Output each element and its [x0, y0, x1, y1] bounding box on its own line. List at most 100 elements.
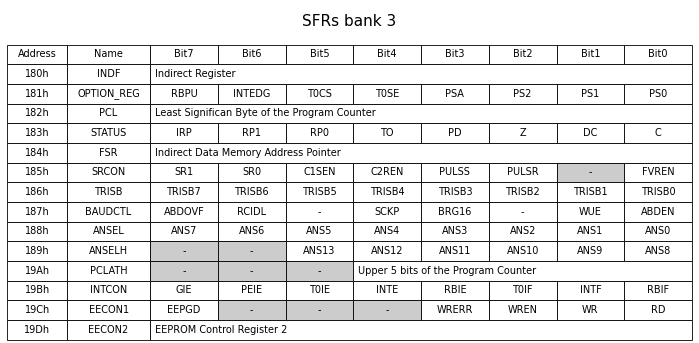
Text: -: - — [250, 305, 254, 315]
Bar — [421, 182, 489, 202]
Text: TRISB6: TRISB6 — [234, 187, 269, 197]
Text: INTE: INTE — [376, 285, 398, 295]
Text: ANS7: ANS7 — [171, 226, 197, 236]
Bar — [353, 281, 421, 300]
Text: GIE: GIE — [175, 285, 192, 295]
Text: TRISB2: TRISB2 — [505, 187, 540, 197]
Bar — [7, 261, 67, 281]
Bar — [218, 241, 285, 261]
Bar — [218, 300, 285, 320]
Text: ANSELH: ANSELH — [89, 246, 128, 256]
Bar — [421, 241, 489, 261]
Text: ANS8: ANS8 — [645, 246, 671, 256]
Bar — [67, 143, 150, 163]
Text: Bit7: Bit7 — [174, 49, 194, 59]
Bar — [353, 222, 421, 241]
Bar — [624, 241, 692, 261]
Bar — [218, 45, 285, 64]
Text: ANS11: ANS11 — [439, 246, 471, 256]
Bar — [489, 202, 556, 222]
Text: FSR: FSR — [99, 148, 118, 158]
Text: EECON2: EECON2 — [89, 325, 129, 335]
Text: TRISB4: TRISB4 — [370, 187, 405, 197]
Text: RP0: RP0 — [310, 128, 329, 138]
Text: STATUS: STATUS — [90, 128, 127, 138]
Bar — [7, 281, 67, 300]
Text: PS1: PS1 — [582, 89, 600, 99]
Text: RBPU: RBPU — [171, 89, 197, 99]
Text: ANS9: ANS9 — [577, 246, 603, 256]
Bar — [556, 222, 624, 241]
Text: Upper 5 bits of the Program Counter: Upper 5 bits of the Program Counter — [358, 266, 536, 276]
Text: SR1: SR1 — [174, 167, 194, 177]
Text: Bit6: Bit6 — [242, 49, 261, 59]
Bar — [489, 45, 556, 64]
Text: Bit1: Bit1 — [581, 49, 600, 59]
Text: T0SE: T0SE — [375, 89, 399, 99]
Text: ABDOVF: ABDOVF — [164, 207, 204, 217]
Text: PD: PD — [448, 128, 462, 138]
Bar — [285, 45, 353, 64]
Bar — [7, 300, 67, 320]
Text: Bit3: Bit3 — [445, 49, 465, 59]
Bar — [624, 182, 692, 202]
Bar — [150, 241, 218, 261]
Bar — [67, 261, 150, 281]
Bar — [624, 163, 692, 182]
Text: Bit5: Bit5 — [310, 49, 329, 59]
Bar — [353, 45, 421, 64]
Text: TRISB7: TRISB7 — [166, 187, 201, 197]
Text: EEPGD: EEPGD — [167, 305, 201, 315]
Bar — [7, 202, 67, 222]
Text: PCL: PCL — [99, 108, 117, 118]
Bar — [421, 300, 489, 320]
Bar — [624, 45, 692, 64]
Bar — [67, 281, 150, 300]
Text: RCIDL: RCIDL — [237, 207, 266, 217]
Bar — [7, 64, 67, 84]
Bar — [218, 202, 285, 222]
Bar — [67, 104, 150, 123]
Text: 185h: 185h — [24, 167, 50, 177]
Bar — [489, 222, 556, 241]
Bar — [624, 300, 692, 320]
Text: 183h: 183h — [24, 128, 50, 138]
Bar — [556, 281, 624, 300]
Text: ABDEN: ABDEN — [641, 207, 675, 217]
Text: OPTION_REG: OPTION_REG — [77, 88, 140, 99]
Text: INTCON: INTCON — [90, 285, 127, 295]
Bar — [218, 182, 285, 202]
Text: 189h: 189h — [24, 246, 50, 256]
Text: -: - — [317, 207, 321, 217]
Text: INTF: INTF — [579, 285, 601, 295]
Bar — [150, 104, 692, 123]
Bar — [285, 300, 353, 320]
Text: 186h: 186h — [24, 187, 50, 197]
Bar — [150, 300, 218, 320]
Text: -: - — [317, 305, 321, 315]
Bar — [624, 281, 692, 300]
Text: -: - — [317, 266, 321, 276]
Bar — [421, 202, 489, 222]
Bar — [489, 163, 556, 182]
Text: SRCON: SRCON — [92, 167, 126, 177]
Bar — [150, 182, 218, 202]
Text: T0IE: T0IE — [309, 285, 330, 295]
Bar — [218, 163, 285, 182]
Bar — [67, 163, 150, 182]
Text: 187h: 187h — [24, 207, 50, 217]
Text: Address: Address — [17, 49, 57, 59]
Text: WUE: WUE — [579, 207, 602, 217]
Bar — [556, 84, 624, 104]
Text: TRISB: TRISB — [94, 187, 123, 197]
Bar — [489, 281, 556, 300]
Text: -: - — [250, 246, 254, 256]
Text: 182h: 182h — [24, 108, 50, 118]
Bar — [421, 45, 489, 64]
Bar — [67, 182, 150, 202]
Text: DC: DC — [583, 128, 598, 138]
Text: ANSEL: ANSEL — [93, 226, 124, 236]
Text: Bit4: Bit4 — [377, 49, 397, 59]
Text: ANS0: ANS0 — [645, 226, 671, 236]
Bar — [556, 300, 624, 320]
